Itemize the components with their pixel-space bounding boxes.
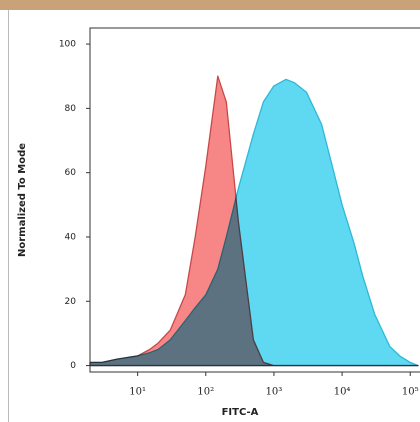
plot <box>89 75 419 367</box>
plot-frame <box>89 27 420 373</box>
x-tick-label: 10³ <box>266 387 283 398</box>
y-tick-label: 100 <box>59 40 76 50</box>
y-tick-label: 40 <box>65 232 77 242</box>
y-tick-label: 20 <box>65 297 77 307</box>
y-tick-label: 60 <box>65 168 77 178</box>
x-tick-label: 10⁵ <box>402 387 419 398</box>
x-axis-label: FITC-A <box>222 407 259 418</box>
y-axis-label: Normalized To Mode <box>17 143 28 257</box>
x-tick-label: 10² <box>197 387 214 398</box>
histogram-area <box>89 78 419 367</box>
histogram-area <box>89 75 419 367</box>
y-tick-label: 0 <box>70 361 76 371</box>
x-tick-label: 10¹ <box>129 387 146 398</box>
y-tick-label: 80 <box>65 104 77 114</box>
x-tick-label: 10⁴ <box>334 387 351 398</box>
top-strip <box>0 0 420 10</box>
